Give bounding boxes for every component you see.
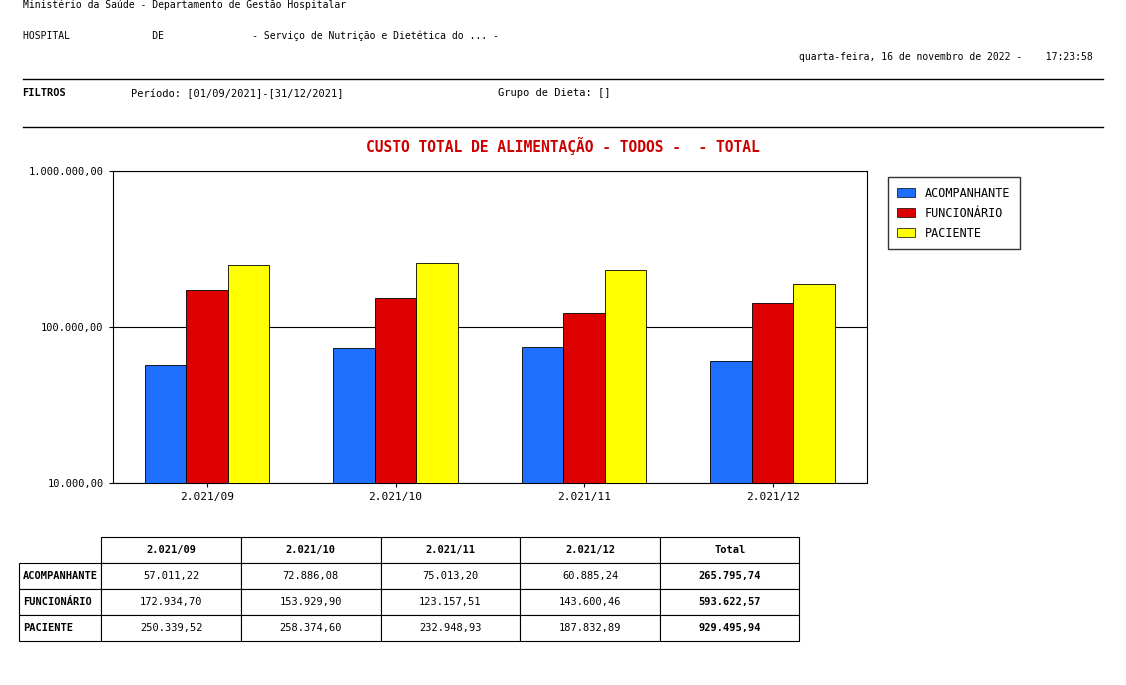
- Bar: [144, 365, 186, 685]
- Bar: [711, 361, 752, 685]
- Bar: [186, 290, 227, 685]
- Bar: [417, 263, 458, 685]
- Text: Ministério da Saúde - Departamento de Gestão Hospitalar: Ministério da Saúde - Departamento de Ge…: [23, 0, 346, 10]
- Text: Período: [01/09/2021]-[31/12/2021]: Período: [01/09/2021]-[31/12/2021]: [131, 88, 343, 99]
- Text: HOSPITAL              DE               - Serviço de Nutrição e Dietética do ... : HOSPITAL DE - Serviço de Nutrição e Diet…: [23, 31, 499, 41]
- Bar: [227, 265, 269, 685]
- Legend: ACOMPANHANTE, FUNCIONÁRIO, PACIENTE: ACOMPANHANTE, FUNCIONÁRIO, PACIENTE: [888, 177, 1019, 249]
- Bar: [794, 284, 835, 685]
- Bar: [333, 349, 375, 685]
- Bar: [605, 270, 646, 685]
- Bar: [563, 313, 605, 685]
- Text: FILTROS: FILTROS: [23, 88, 66, 99]
- Text: quarta-feira, 16 de novembro de 2022 -    17:23:58: quarta-feira, 16 de novembro de 2022 - 1…: [799, 51, 1092, 62]
- Bar: [752, 303, 794, 685]
- Text: Grupo de Dieta: []: Grupo de Dieta: []: [498, 88, 610, 99]
- Text: CUSTO TOTAL DE ALIMENTAÇÃO - TODOS -  - TOTAL: CUSTO TOTAL DE ALIMENTAÇÃO - TODOS - - T…: [366, 136, 760, 155]
- Bar: [375, 298, 417, 685]
- Bar: [521, 347, 563, 685]
